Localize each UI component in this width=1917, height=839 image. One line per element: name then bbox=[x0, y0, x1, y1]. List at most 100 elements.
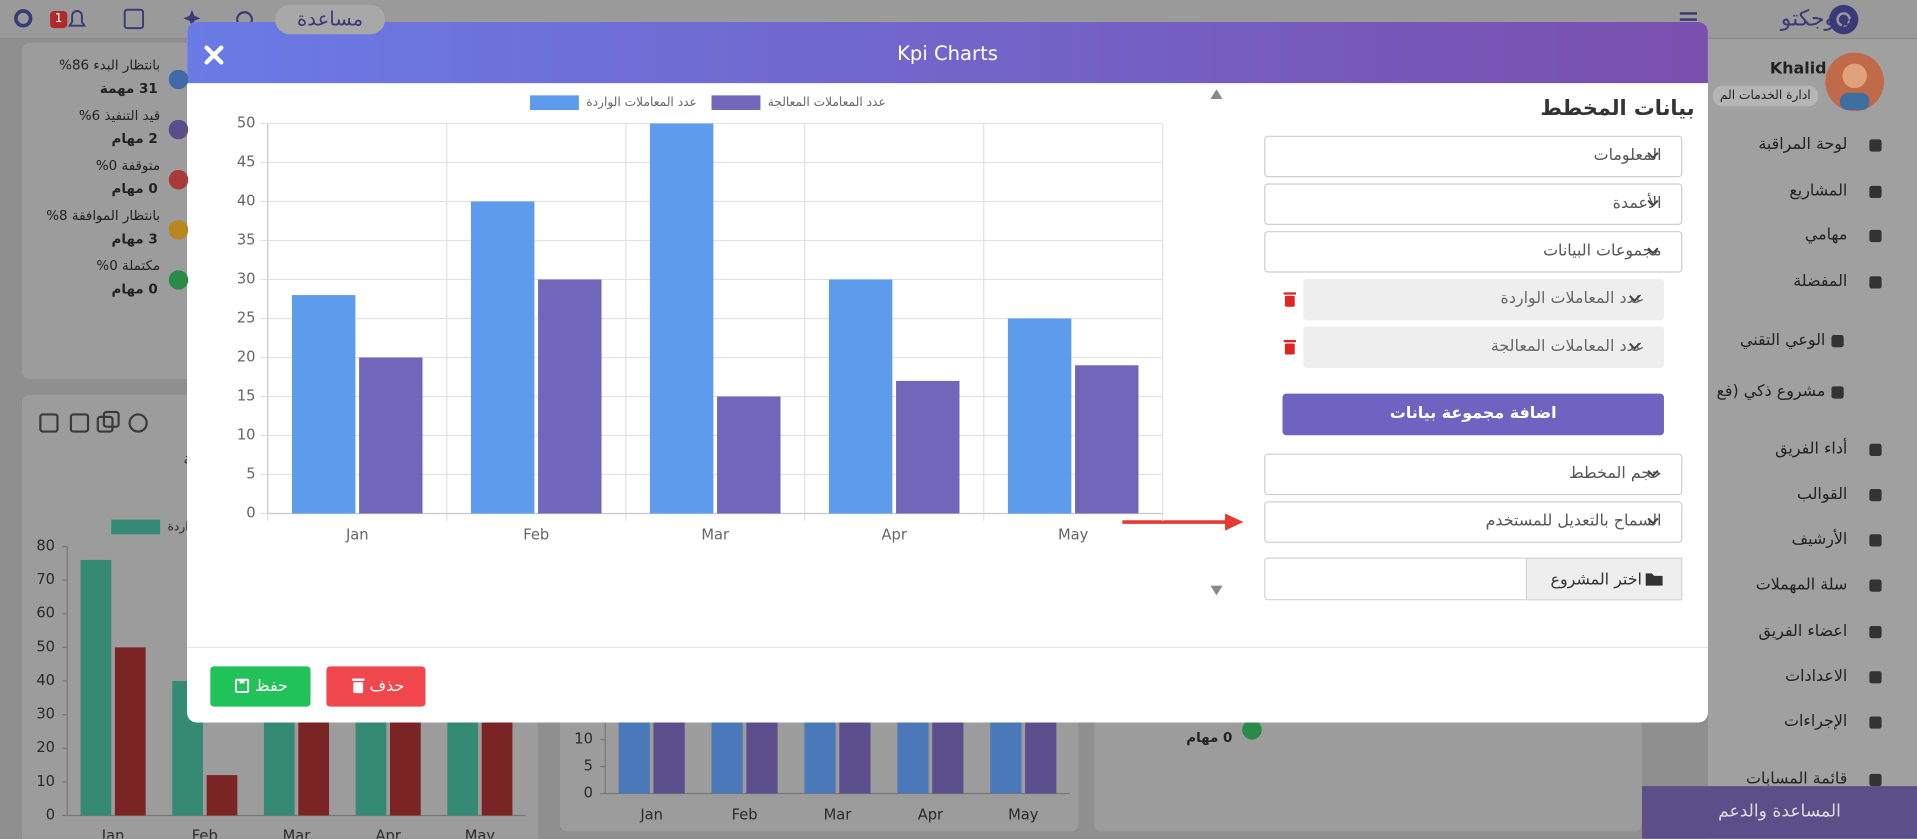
nav-icon bbox=[1869, 229, 1882, 243]
brand[interactable]: بروجكتو bbox=[1780, 6, 1854, 32]
x-tick-label: Apr bbox=[375, 827, 401, 838]
dropdown[interactable]: المعلومات bbox=[1264, 135, 1683, 178]
dataset-dropdown[interactable]: عدد المعاملات الواردة bbox=[1303, 278, 1664, 321]
nav-icon bbox=[1831, 386, 1844, 399]
nav-icon bbox=[1869, 534, 1882, 547]
status-label: بانتظار الموافقة 8% bbox=[46, 207, 161, 224]
nav-item[interactable]: أداء الفريق bbox=[1775, 440, 1848, 459]
delete-dataset-icon[interactable] bbox=[1283, 339, 1298, 355]
support-label[interactable]: المساعدة والدعم bbox=[1718, 802, 1841, 822]
support-bar[interactable] bbox=[1641, 786, 1917, 839]
status-label: متوقفة 0% bbox=[95, 157, 161, 174]
chevron bbox=[1629, 342, 1641, 350]
y-tick-label: 10 bbox=[574, 731, 593, 748]
chevron bbox=[1647, 470, 1659, 477]
nav-item[interactable]: الإجراءات bbox=[1784, 712, 1848, 732]
y-tick-label: 50 bbox=[36, 638, 55, 655]
legend-swatch bbox=[111, 519, 161, 535]
save-button[interactable]: حفظ bbox=[210, 666, 311, 707]
modal bbox=[187, 22, 1708, 723]
y-tick-label: 5 bbox=[584, 758, 593, 775]
modal-footer-divider bbox=[187, 646, 1708, 648]
x-tick-label: Mar bbox=[824, 806, 853, 823]
dropdown[interactable]: حجم المخطط bbox=[1264, 453, 1683, 496]
nav-icon bbox=[1869, 671, 1882, 684]
sidebar bbox=[1707, 39, 1917, 839]
x-tick-label: May bbox=[465, 827, 496, 838]
x-tick-label: Feb bbox=[732, 806, 758, 823]
nav-item[interactable]: سلة المهملات bbox=[1755, 575, 1848, 595]
nav-item[interactable]: الاعدادات bbox=[1785, 667, 1848, 686]
folder-icon bbox=[1645, 573, 1663, 586]
help-button[interactable]: مساعدة bbox=[275, 4, 386, 35]
status-dot bbox=[168, 119, 189, 140]
nav-icon bbox=[1831, 334, 1844, 348]
status-count: 2 مهام bbox=[111, 130, 158, 147]
y-tick-label: 40 bbox=[36, 672, 55, 689]
chevron bbox=[1629, 295, 1641, 303]
status-dot bbox=[168, 220, 189, 240]
bar bbox=[390, 714, 421, 816]
y-tick-label: 70 bbox=[36, 571, 55, 588]
delete-icon bbox=[352, 678, 365, 694]
modal-header bbox=[187, 22, 1708, 84]
bar bbox=[206, 775, 238, 816]
x-tick-label: May bbox=[1008, 806, 1039, 823]
toolbar-icons bbox=[39, 410, 148, 433]
nav-item[interactable]: لوحة المراقبة bbox=[1758, 135, 1848, 155]
y-tick-label: 60 bbox=[36, 605, 55, 622]
nav-item[interactable]: المشاريع bbox=[1789, 182, 1848, 201]
nav-icon bbox=[1869, 185, 1882, 199]
status-dot bbox=[168, 169, 189, 190]
nav-item[interactable]: القوالب bbox=[1796, 485, 1848, 504]
dropdown[interactable]: مجموعات البيانات bbox=[1264, 231, 1683, 273]
y-tick-label: 20 bbox=[36, 739, 55, 756]
nav-item[interactable]: المفضلة bbox=[1793, 272, 1848, 291]
x-tick-label: Feb bbox=[192, 827, 218, 838]
nav-icon bbox=[1869, 579, 1882, 592]
x-tick-label: Jan bbox=[101, 827, 125, 838]
x-tick-label: Jan bbox=[639, 806, 663, 823]
bar bbox=[80, 559, 112, 816]
chevron bbox=[1647, 247, 1659, 255]
dataset-dropdown[interactable]: عدد المعاملات المعالجة bbox=[1303, 326, 1664, 369]
bar bbox=[839, 712, 871, 794]
nav-item[interactable]: اعضاء الفريق bbox=[1758, 622, 1848, 641]
dropdown[interactable]: السماح بالتعديل للمستخدم bbox=[1264, 501, 1683, 543]
status-count: 31 مهمة bbox=[99, 80, 158, 97]
nav-item[interactable]: مهامي bbox=[1804, 226, 1848, 245]
y-tick-label: 80 bbox=[36, 538, 55, 555]
status-label: مكتملة 0% bbox=[96, 257, 161, 274]
notification-badge: 1 bbox=[50, 11, 68, 29]
y-tick-label: 0 bbox=[46, 806, 55, 823]
project-button[interactable]: اختر المشروع bbox=[1525, 557, 1683, 601]
nav-icon bbox=[1869, 773, 1882, 787]
nav-item[interactable]: الأرشيف bbox=[1791, 530, 1848, 549]
x-tick-label: Apr bbox=[918, 806, 944, 823]
status-count: 0 مهام bbox=[111, 281, 158, 298]
x-tick-label: Mar bbox=[283, 827, 312, 838]
dropdown[interactable]: الأعمدة bbox=[1264, 183, 1683, 225]
nav-icon bbox=[1869, 276, 1882, 289]
y-tick-label: 10 bbox=[36, 773, 55, 790]
chevron bbox=[1647, 152, 1659, 160]
nav-item[interactable]: مشروع ذكي (فع bbox=[1716, 382, 1826, 402]
status-label: قيد التنفيذ 6% bbox=[78, 107, 161, 124]
modal-title: Kpi Charts bbox=[897, 41, 998, 65]
status-dot bbox=[168, 270, 189, 290]
status-dot bbox=[168, 69, 189, 90]
chevron bbox=[1647, 199, 1659, 207]
bar bbox=[114, 647, 146, 816]
top-icons bbox=[14, 4, 1885, 740]
nav-icon bbox=[1869, 489, 1882, 502]
nav-icon bbox=[1869, 443, 1882, 457]
status-count: 3 مهام bbox=[111, 231, 158, 247]
nav-icon bbox=[1869, 139, 1882, 152]
delete-button[interactable]: حذف bbox=[326, 666, 426, 707]
delete-dataset-icon[interactable] bbox=[1283, 292, 1298, 307]
nav-item[interactable]: قائمة المسابات bbox=[1746, 770, 1848, 789]
nav-item[interactable]: الوعي التقني bbox=[1739, 331, 1826, 350]
y-tick-label: 0 bbox=[584, 784, 593, 801]
add-dataset-button[interactable]: اضافة مجموعة بيانات bbox=[1282, 393, 1664, 436]
